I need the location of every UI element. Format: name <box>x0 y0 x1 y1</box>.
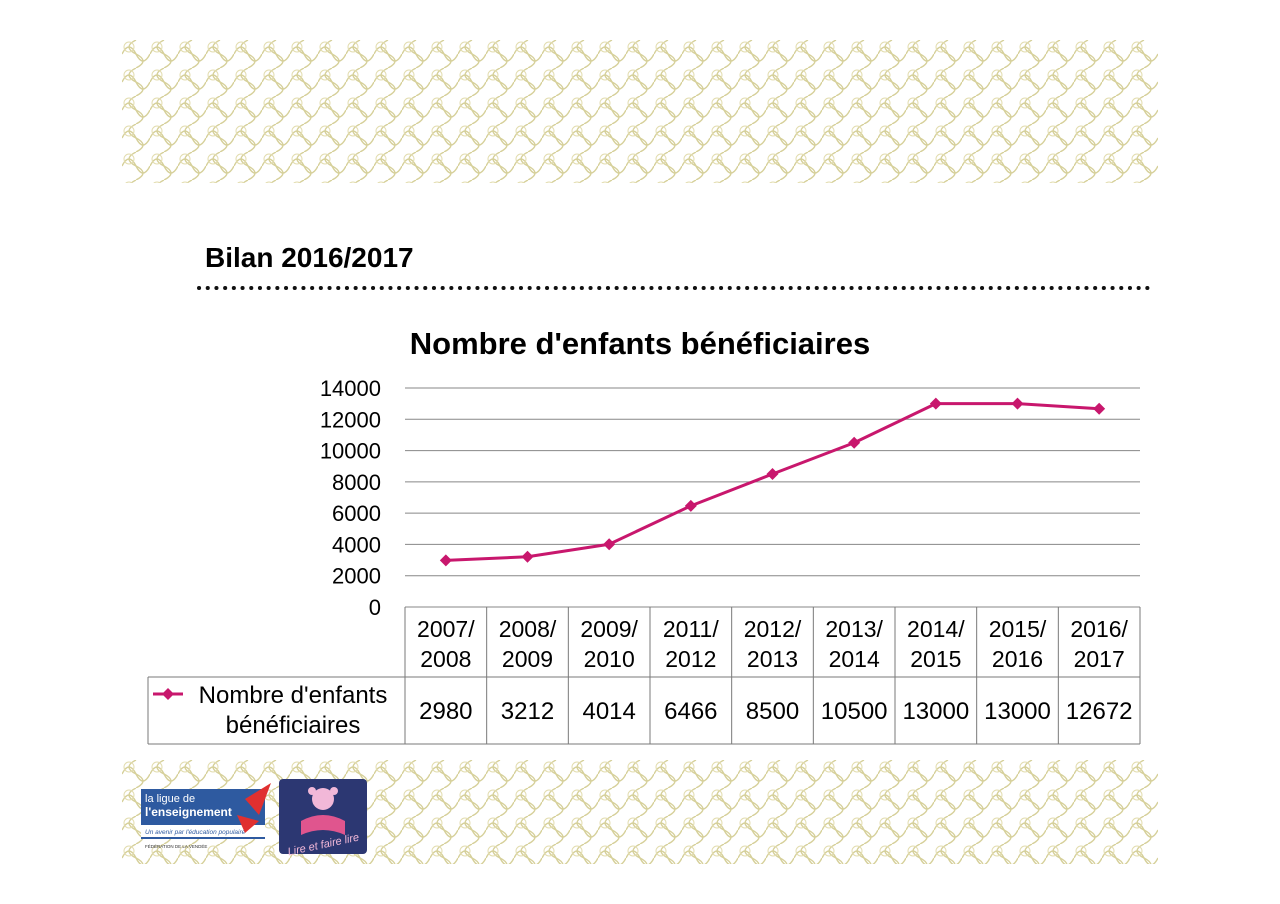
data-table-value: 3212 <box>501 698 554 725</box>
data-table-value: 6466 <box>664 698 717 725</box>
ligue-enseignement-logo: la ligue de l'enseignement Un avenir par… <box>141 783 271 849</box>
data-point <box>439 554 452 567</box>
data-table-value: 2980 <box>419 698 472 725</box>
x-tick-label: 2014/2015 <box>907 616 965 672</box>
data-table-value: 10500 <box>821 698 888 725</box>
data-point <box>766 468 779 481</box>
x-tick-label: 2012/2013 <box>744 616 802 672</box>
svg-text:Un avenir par l'éducation popu: Un avenir par l'éducation populaire <box>145 829 246 836</box>
data-table-value: 13000 <box>902 698 969 725</box>
x-tick-label: 2011/2012 <box>663 616 719 672</box>
x-tick-label: 2007/2008 <box>417 616 475 672</box>
y-tick-label: 12000 <box>320 407 381 432</box>
svg-text:FÉDÉRATION DE LA VENDÉE: FÉDÉRATION DE LA VENDÉE <box>145 843 207 849</box>
x-tick-label: 2015/2016 <box>989 616 1047 672</box>
svg-text:la ligue de: la ligue de <box>145 793 195 805</box>
x-tick-label: 2013/2014 <box>825 616 883 672</box>
y-tick-label: 8000 <box>332 470 381 495</box>
chart-title: Nombre d'enfants bénéficiaires <box>409 326 871 361</box>
data-point <box>603 538 616 551</box>
data-point <box>521 550 534 563</box>
x-tick-label: 2009/2010 <box>580 616 638 672</box>
data-point <box>1093 402 1106 415</box>
y-tick-label: 6000 <box>332 501 381 526</box>
data-point <box>848 436 861 449</box>
data-table-value: 12672 <box>1066 698 1133 725</box>
legend-marker <box>162 688 174 700</box>
x-tick-label: 2008/2009 <box>499 616 557 672</box>
data-table-value: 8500 <box>746 698 799 725</box>
data-point <box>1011 397 1024 410</box>
y-tick-label: 14000 <box>320 376 381 401</box>
svg-text:l'enseignement: l'enseignement <box>145 805 232 819</box>
y-tick-label: 0 <box>369 595 381 620</box>
y-tick-label: 2000 <box>332 564 381 589</box>
data-table-value: 4014 <box>582 698 635 725</box>
y-tick-label: 10000 <box>320 439 381 464</box>
data-point <box>929 397 942 410</box>
y-tick-label: 4000 <box>332 532 381 557</box>
lire-et-faire-lire-logo: Lire et faire lire <box>279 779 367 856</box>
data-table-value: 13000 <box>984 698 1051 725</box>
page-heading: Bilan 2016/2017 <box>205 242 414 273</box>
data-point <box>684 499 697 512</box>
dotted-divider <box>197 286 1152 290</box>
legend-label: Nombre d'enfants bénéficiaires <box>199 682 388 739</box>
x-tick-label: 2016/2017 <box>1070 616 1128 672</box>
decorative-pattern-top <box>122 40 1158 183</box>
